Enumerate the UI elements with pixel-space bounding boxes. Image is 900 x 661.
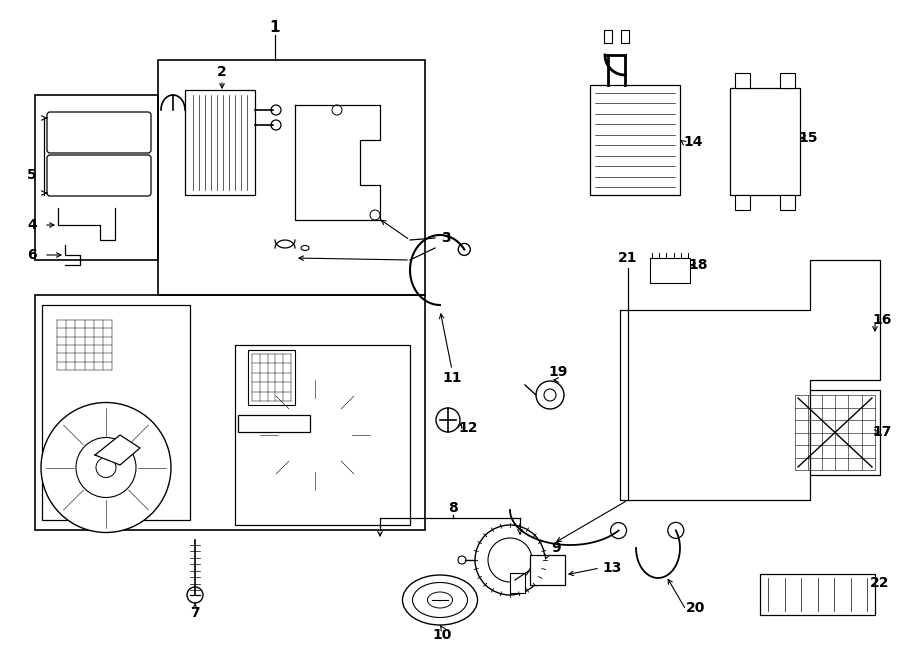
Circle shape (96, 457, 116, 477)
Circle shape (258, 378, 372, 492)
Bar (815, 270, 875, 375)
Text: 16: 16 (872, 313, 892, 327)
Circle shape (76, 438, 136, 498)
Circle shape (630, 320, 640, 330)
Bar (42, 305, 190, 520)
Bar (790, 390, 880, 475)
Bar (735, 195, 750, 210)
Bar (35, 95, 158, 260)
Text: 5: 5 (27, 168, 37, 182)
Text: 13: 13 (602, 561, 622, 575)
Bar (238, 415, 310, 432)
Polygon shape (95, 435, 140, 465)
Text: 1: 1 (270, 20, 280, 36)
Circle shape (271, 105, 281, 115)
Text: 8: 8 (448, 501, 458, 515)
Text: 4: 4 (27, 218, 37, 232)
Bar (510, 573, 525, 593)
Ellipse shape (428, 592, 453, 608)
Circle shape (668, 522, 684, 538)
Text: 9: 9 (551, 541, 561, 555)
Circle shape (458, 556, 466, 564)
Bar (780, 73, 795, 88)
Text: 7: 7 (190, 606, 200, 620)
Circle shape (187, 587, 203, 603)
Circle shape (41, 403, 171, 533)
Circle shape (280, 400, 350, 470)
Bar (158, 60, 425, 295)
Text: 20: 20 (687, 601, 706, 615)
Circle shape (750, 320, 760, 330)
Text: 21: 21 (618, 251, 638, 265)
Bar (185, 90, 255, 195)
Text: 10: 10 (432, 628, 452, 642)
Circle shape (240, 360, 390, 510)
Bar (530, 555, 565, 585)
Text: 6: 6 (27, 248, 37, 262)
Circle shape (488, 538, 532, 582)
Bar (590, 85, 680, 195)
Ellipse shape (412, 582, 467, 617)
Text: 18: 18 (688, 258, 707, 272)
Circle shape (271, 120, 281, 130)
FancyBboxPatch shape (47, 155, 151, 196)
Text: 3: 3 (441, 231, 451, 245)
Text: 17: 17 (872, 425, 892, 439)
Bar (630, 320, 760, 490)
Bar (730, 88, 800, 195)
FancyBboxPatch shape (47, 112, 151, 153)
Circle shape (458, 243, 471, 255)
Text: 14: 14 (683, 135, 703, 149)
Ellipse shape (402, 575, 478, 625)
Circle shape (436, 408, 460, 432)
Circle shape (750, 480, 760, 490)
Circle shape (630, 480, 640, 490)
Circle shape (544, 389, 556, 401)
Circle shape (475, 525, 545, 595)
Bar (760, 574, 875, 615)
Bar (604, 30, 612, 43)
Polygon shape (620, 260, 880, 500)
Text: 11: 11 (442, 371, 462, 385)
Bar (235, 345, 410, 525)
Circle shape (536, 381, 564, 409)
Bar (735, 73, 750, 88)
Text: 22: 22 (870, 576, 890, 590)
Text: 2: 2 (217, 65, 227, 79)
Text: 15: 15 (798, 131, 818, 145)
Bar (35, 295, 425, 530)
Bar (248, 350, 295, 405)
Bar (780, 195, 795, 210)
Circle shape (610, 523, 626, 539)
Bar (650, 258, 690, 283)
Bar (621, 30, 629, 43)
Text: 19: 19 (548, 365, 568, 379)
Text: 12: 12 (458, 421, 478, 435)
